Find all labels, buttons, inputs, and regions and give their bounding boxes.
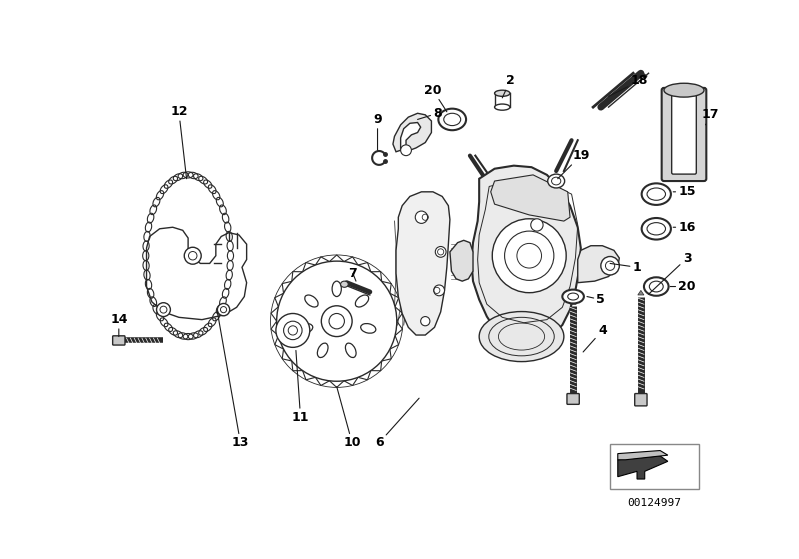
- Ellipse shape: [644, 277, 669, 296]
- FancyBboxPatch shape: [634, 394, 647, 406]
- Polygon shape: [638, 290, 644, 295]
- Text: 2: 2: [503, 74, 515, 98]
- Ellipse shape: [297, 324, 312, 333]
- Text: 6: 6: [375, 398, 419, 449]
- Ellipse shape: [495, 104, 510, 110]
- Polygon shape: [618, 456, 668, 479]
- Polygon shape: [471, 165, 581, 344]
- Text: 10: 10: [336, 387, 361, 449]
- Ellipse shape: [317, 343, 328, 358]
- Polygon shape: [146, 228, 247, 320]
- Circle shape: [434, 285, 444, 296]
- Circle shape: [420, 316, 430, 326]
- Ellipse shape: [304, 295, 318, 307]
- Ellipse shape: [551, 177, 561, 185]
- Ellipse shape: [547, 174, 565, 188]
- Text: 15: 15: [674, 186, 696, 198]
- Polygon shape: [618, 451, 668, 460]
- Text: 18: 18: [609, 74, 648, 96]
- FancyBboxPatch shape: [567, 394, 579, 404]
- Text: 7: 7: [348, 267, 357, 281]
- Ellipse shape: [647, 222, 666, 235]
- Text: 12: 12: [170, 105, 188, 179]
- Ellipse shape: [642, 218, 671, 240]
- Ellipse shape: [495, 90, 510, 96]
- Text: 9: 9: [373, 113, 382, 150]
- Text: 1: 1: [610, 261, 642, 274]
- Text: 11: 11: [292, 350, 309, 424]
- Text: 00124997: 00124997: [627, 498, 682, 508]
- Polygon shape: [491, 175, 570, 221]
- Text: 16: 16: [674, 221, 696, 234]
- Polygon shape: [570, 300, 576, 304]
- Circle shape: [601, 257, 619, 275]
- Text: 4: 4: [583, 324, 606, 352]
- Text: 13: 13: [217, 312, 249, 449]
- Ellipse shape: [443, 113, 461, 126]
- Ellipse shape: [356, 295, 368, 307]
- Ellipse shape: [439, 108, 466, 130]
- Circle shape: [415, 211, 427, 224]
- Ellipse shape: [360, 324, 376, 333]
- Circle shape: [276, 314, 310, 347]
- Circle shape: [185, 247, 201, 264]
- Polygon shape: [396, 192, 450, 335]
- Text: 17: 17: [702, 108, 719, 125]
- Text: 20: 20: [424, 84, 447, 112]
- Ellipse shape: [340, 281, 348, 287]
- Text: 19: 19: [558, 149, 590, 179]
- Bar: [610, 444, 698, 489]
- Text: 8: 8: [418, 107, 442, 120]
- Circle shape: [276, 261, 397, 381]
- Circle shape: [435, 247, 446, 257]
- Ellipse shape: [642, 183, 671, 205]
- Circle shape: [400, 145, 411, 155]
- Circle shape: [531, 219, 543, 231]
- Ellipse shape: [664, 83, 704, 97]
- Text: 14: 14: [110, 313, 128, 337]
- Ellipse shape: [332, 281, 341, 296]
- Ellipse shape: [650, 281, 663, 292]
- Ellipse shape: [568, 293, 578, 300]
- Text: 5: 5: [587, 293, 605, 306]
- Circle shape: [321, 306, 352, 337]
- Circle shape: [217, 304, 229, 316]
- Text: 3: 3: [649, 252, 691, 294]
- Circle shape: [492, 219, 566, 293]
- Ellipse shape: [479, 311, 564, 362]
- Circle shape: [157, 303, 170, 316]
- Ellipse shape: [647, 188, 666, 200]
- Polygon shape: [450, 240, 473, 281]
- Polygon shape: [393, 113, 431, 152]
- Text: 20: 20: [670, 280, 696, 293]
- Ellipse shape: [562, 290, 584, 304]
- FancyBboxPatch shape: [113, 336, 125, 345]
- Ellipse shape: [345, 343, 356, 358]
- Ellipse shape: [157, 186, 220, 326]
- FancyBboxPatch shape: [672, 95, 696, 174]
- FancyBboxPatch shape: [662, 88, 706, 181]
- Polygon shape: [578, 246, 619, 283]
